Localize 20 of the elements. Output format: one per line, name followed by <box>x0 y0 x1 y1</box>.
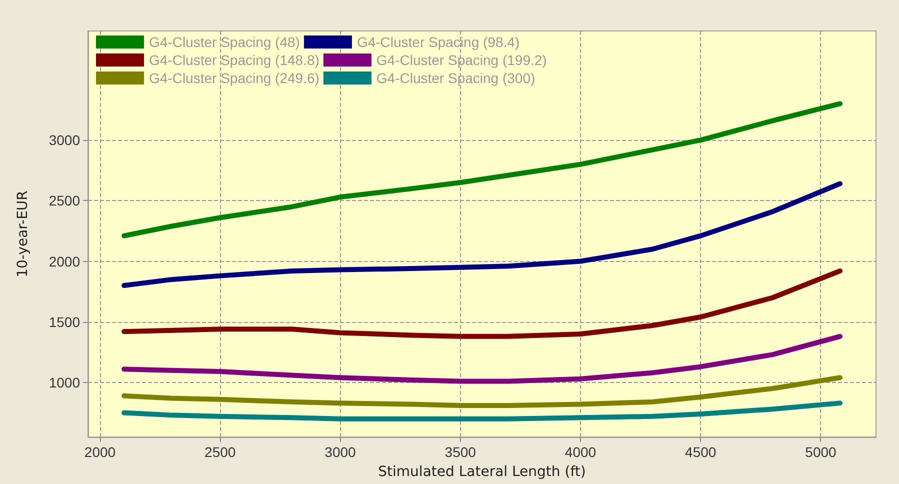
y-tick-label: 1000 <box>48 374 80 390</box>
x-tick-label: 4500 <box>685 444 716 460</box>
x-tick-label: 2000 <box>84 444 116 460</box>
y-tick-label: 1500 <box>48 314 80 330</box>
legend-label: G4-Cluster Spacing (98.4) <box>356 34 520 50</box>
legend-label: G4-Cluster Spacing (249.6) <box>149 70 320 86</box>
y-tick-label: 2500 <box>48 192 80 209</box>
legend-label: G4-Cluster Spacing (148.8) <box>149 52 320 68</box>
x-tick-label: 5000 <box>805 444 837 460</box>
x-axis-title: Stimulated Lateral Length (ft) <box>378 464 586 480</box>
y-tick-label: 3000 <box>48 132 80 148</box>
legend-label: G4-Cluster Spacing (48) <box>149 34 300 50</box>
legend-label: G4-Cluster Spacing (199.2) <box>376 52 547 68</box>
legend-label: G4-Cluster Spacing (300) <box>376 70 536 86</box>
y-axis-title: 10-year-EUR <box>15 190 31 278</box>
x-tick-label: 4000 <box>564 444 596 460</box>
y-tick-label: 2000 <box>48 253 80 270</box>
x-tick-label: 2500 <box>204 444 236 460</box>
x-tick-label: 3500 <box>444 444 476 460</box>
x-tick-label: 3000 <box>324 444 356 460</box>
